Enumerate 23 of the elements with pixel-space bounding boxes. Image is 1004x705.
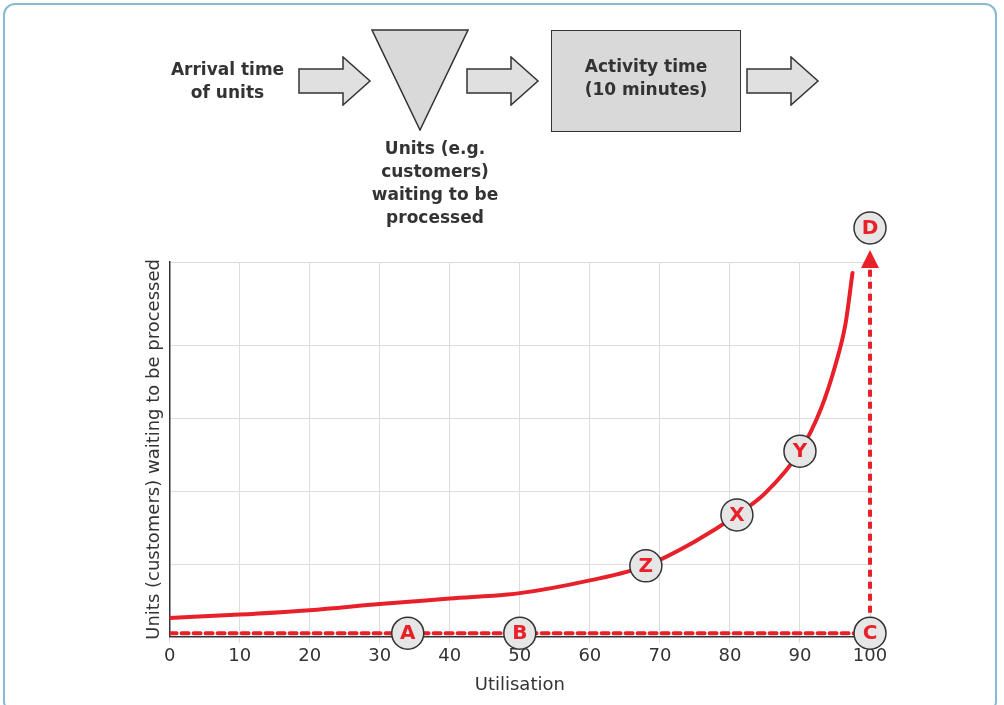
y-axis-title: Units (customers) waiting to be processed: [142, 259, 164, 640]
text: Units (e.g. customers) waiting to be processed: [370, 137, 500, 229]
x-tick-label: 50: [508, 644, 532, 666]
x-tick-label: 70: [648, 644, 672, 666]
x-tick-label: 80: [718, 644, 742, 666]
x-tick-label: 40: [438, 644, 462, 666]
x-tick-label: 10: [228, 644, 252, 666]
annotation: A: [399, 620, 416, 645]
text: Arrival time of units: [169, 58, 286, 104]
x-tick-label: 100: [852, 644, 888, 666]
annotation: X: [729, 502, 746, 527]
x-axis-title: Utilisation: [474, 672, 565, 694]
x-tick-label: 0: [163, 644, 176, 666]
annotation: B: [512, 620, 528, 645]
x-tick-label: 30: [368, 644, 392, 666]
x-tick-label: 60: [578, 644, 602, 666]
annotation: Z: [638, 553, 654, 578]
x-tick-label: 20: [298, 644, 322, 666]
x-tick-label: 90: [788, 644, 812, 666]
text: D: [861, 215, 879, 240]
annotation: Y: [791, 438, 808, 463]
text: Activity time (10 minutes): [583, 55, 709, 101]
annotation: C: [862, 620, 878, 645]
